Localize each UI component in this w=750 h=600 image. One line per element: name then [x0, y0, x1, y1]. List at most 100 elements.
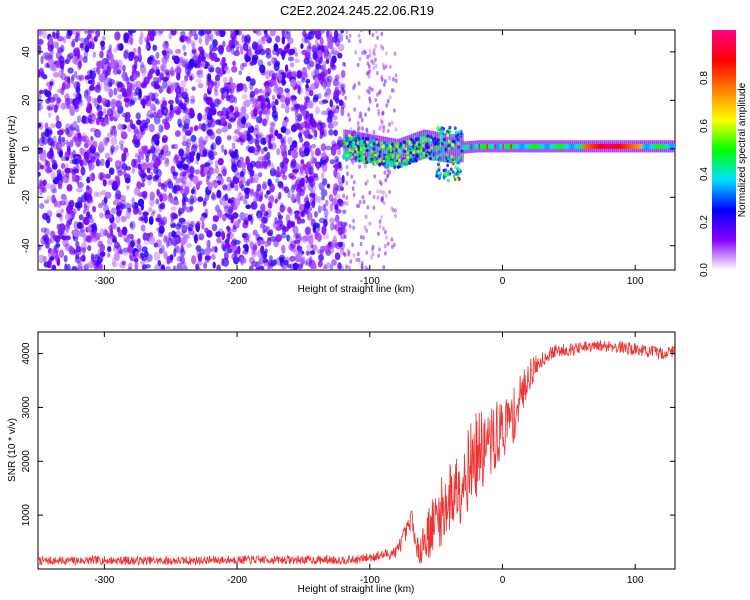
spectrogram-cell — [331, 47, 337, 54]
spectrogram-cell — [157, 203, 164, 209]
spectrogram-cell — [391, 142, 394, 147]
spectrogram-cell — [373, 58, 377, 63]
spectrogram-cell — [368, 221, 372, 226]
spectrogram-cell — [543, 143, 546, 149]
spectrogram-cell — [289, 62, 295, 68]
spectrogram-cell — [320, 189, 328, 197]
spectrogram-cell — [126, 234, 134, 239]
y-tick-label: 3000 — [21, 396, 32, 419]
spectrogram-cell — [42, 30, 48, 39]
spectrogram-cell — [364, 112, 367, 117]
spectrogram-cell — [281, 186, 287, 191]
spectrogram-cell — [148, 216, 154, 225]
spectrogram-cell — [380, 77, 384, 82]
spectrogram-cell — [340, 69, 346, 79]
spectrogram-cell — [608, 143, 611, 149]
spectrogram-cell — [257, 212, 262, 222]
spectrogram-cell — [382, 265, 386, 270]
spectrogram-cell — [71, 74, 75, 81]
spectrogram-cell — [348, 141, 352, 146]
spectrogram-cell — [106, 237, 113, 246]
spectrogram-cell — [311, 244, 318, 252]
spectrogram-cell — [245, 36, 251, 43]
spectrogram-cell — [69, 105, 74, 113]
spectrogram-cell — [216, 189, 222, 199]
spectrogram-cell — [284, 104, 290, 114]
spectrogram-cell — [132, 47, 137, 54]
spectrogram-cell — [172, 265, 177, 270]
spectrogram-cell — [189, 205, 194, 212]
spectrogram-cell — [340, 100, 345, 106]
spectrogram-cell — [52, 141, 59, 150]
x-tick-label: -100 — [360, 276, 380, 287]
spectrogram-cell — [506, 143, 509, 149]
spectrogram-cell — [321, 162, 328, 173]
spectrogram-cell — [494, 143, 497, 149]
spectrogram-cell — [422, 135, 425, 140]
spectrogram-cell — [493, 143, 496, 149]
spectrogram-cell — [594, 143, 597, 149]
spectrogram-cell — [295, 118, 299, 128]
spectrogram-cell — [278, 72, 283, 81]
spectrogram-cell — [279, 161, 285, 169]
spectrogram-cell — [137, 51, 142, 59]
spectrogram-cell — [120, 195, 126, 202]
spectrogram-cell — [383, 251, 387, 256]
spectrogram-cell — [221, 60, 227, 70]
spectrogram-cell — [347, 250, 351, 255]
spectrogram-cell — [124, 177, 131, 184]
spectrogram-cell — [381, 136, 385, 166]
spectrogram-cell — [552, 143, 556, 149]
spectrogram-cell — [87, 43, 92, 48]
spectrogram-cell — [322, 81, 327, 90]
spectrogram-cell — [262, 258, 269, 264]
spectrogram-cell — [473, 144, 476, 150]
spectrogram-cell — [179, 248, 186, 257]
spectrogram-cell — [91, 205, 97, 213]
spectrogram-cell — [321, 132, 326, 138]
spectrogram-cell — [85, 105, 92, 114]
spectrogram-cell — [152, 44, 158, 51]
spectrogram-cell — [280, 148, 287, 157]
spectrogram-cell — [438, 157, 442, 161]
spectrogram-cell — [212, 151, 218, 156]
spectrogram-cell — [114, 159, 122, 170]
spectrogram-cell — [189, 194, 194, 205]
spectrogram-cell — [158, 152, 163, 159]
spectrogram-cell — [498, 143, 501, 149]
spectrogram-cell — [212, 39, 218, 48]
spectrogram-cell — [222, 77, 228, 84]
spectrogram-cell — [163, 51, 167, 57]
spectrogram-cell — [183, 51, 187, 57]
spectrogram-cell — [176, 245, 180, 254]
spectrogram-cell — [145, 38, 150, 45]
spectrogram-cell — [378, 247, 381, 252]
spectrogram-cell — [191, 49, 197, 55]
spectrogram-cell — [312, 96, 319, 103]
spectrogram-cell — [294, 52, 299, 57]
spectrogram-cell — [527, 143, 530, 149]
spectrogram-cell — [368, 96, 372, 101]
spectrogram-cell — [161, 264, 166, 270]
spectrogram-cell — [631, 143, 634, 149]
spectrogram-cell — [178, 162, 185, 171]
spectrogram-cell — [309, 60, 315, 68]
spectrogram-cell — [308, 175, 314, 184]
spectrogram-cell — [231, 163, 238, 173]
spectrogram-cell — [385, 143, 389, 148]
spectrogram-cell — [367, 106, 371, 112]
spectrogram-cell — [243, 85, 248, 93]
spectrogram-cell — [204, 254, 210, 264]
spectrogram-cell — [117, 229, 124, 238]
spectrogram-cell — [140, 215, 147, 221]
spectrogram-cell — [232, 135, 240, 142]
spectrogram-cell — [230, 157, 237, 166]
spectrogram-cell — [305, 200, 311, 210]
spectrogram-cell — [106, 100, 113, 108]
spectrogram-cell — [360, 151, 364, 155]
spectrogram-cell — [628, 143, 631, 149]
spectrogram-cell — [241, 232, 249, 239]
spectrogram-cell — [38, 45, 42, 55]
spectrogram-cell — [305, 258, 312, 267]
spectrogram-cell — [245, 204, 252, 210]
